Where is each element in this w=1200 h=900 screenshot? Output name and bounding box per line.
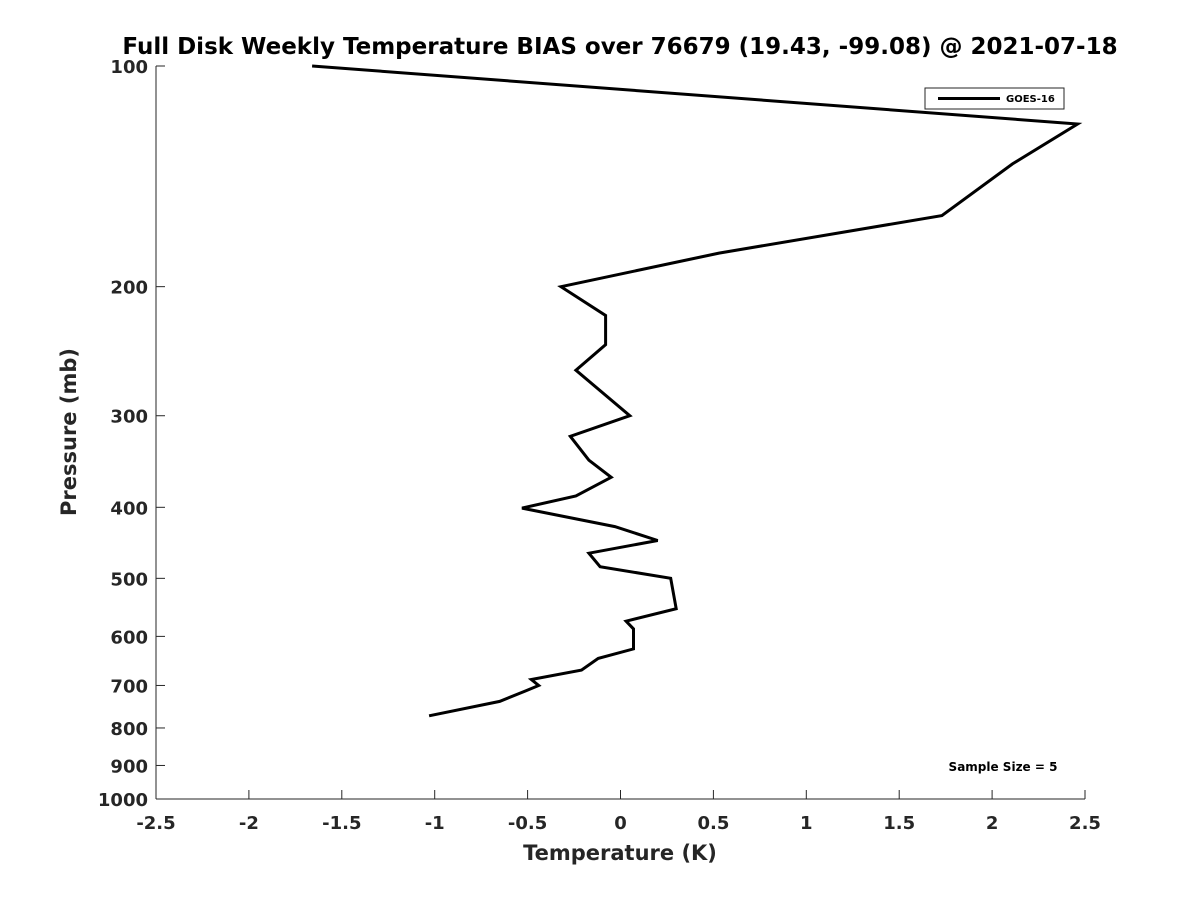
x-tick-label: 1.5: [883, 813, 915, 834]
x-tick-label: 2: [986, 813, 999, 834]
x-axis-label: Temperature (K): [523, 841, 717, 865]
x-tick-label: -2: [239, 813, 259, 834]
x-tick-label: 0: [614, 813, 627, 834]
y-tick-label: 700: [110, 676, 148, 697]
x-tick-label: 1: [800, 813, 813, 834]
y-tick-label: 500: [110, 569, 148, 590]
chart-title: Full Disk Weekly Temperature BIAS over 7…: [122, 34, 1117, 60]
x-tick-label: -0.5: [508, 813, 547, 834]
x-tick-label: -1.5: [322, 813, 361, 834]
y-tick-label: 600: [110, 627, 148, 648]
y-axis-label: Pressure (mb): [57, 348, 81, 516]
legend: GOES-16: [924, 87, 1065, 110]
legend-label: GOES-16: [1006, 94, 1055, 105]
series-layer: [311, 64, 1083, 718]
sample-size-annotation: Sample Size = 5: [949, 760, 1058, 774]
y-tick-label: 100: [110, 57, 148, 78]
y-tick-label: 400: [110, 498, 148, 519]
x-tick-label: -2.5: [136, 813, 175, 834]
y-tick-label: 300: [110, 407, 148, 428]
x-tick-label: 0.5: [697, 813, 729, 834]
y-ticks: 100 200 300 400 500 600 700 800 900 1000: [98, 57, 165, 811]
y-tick-label: 200: [110, 278, 148, 299]
x-tick-label: 2.5: [1069, 813, 1101, 834]
x-tick-label: -1: [425, 813, 445, 834]
y-tick-label: 1000: [98, 790, 148, 811]
x-ticks: -2.5 -2 -1.5 -1 -0.5 0 0.5 1 1.5 2 2.5: [136, 790, 1101, 834]
y-tick-label: 800: [110, 719, 148, 740]
series-line-goes-16: [311, 64, 1083, 718]
y-tick-label: 900: [110, 756, 148, 777]
plot-area: -2.5 -2 -1.5 -1 -0.5 0 0.5 1 1.5 2 2.5 100 200 300 40…: [98, 57, 1101, 834]
